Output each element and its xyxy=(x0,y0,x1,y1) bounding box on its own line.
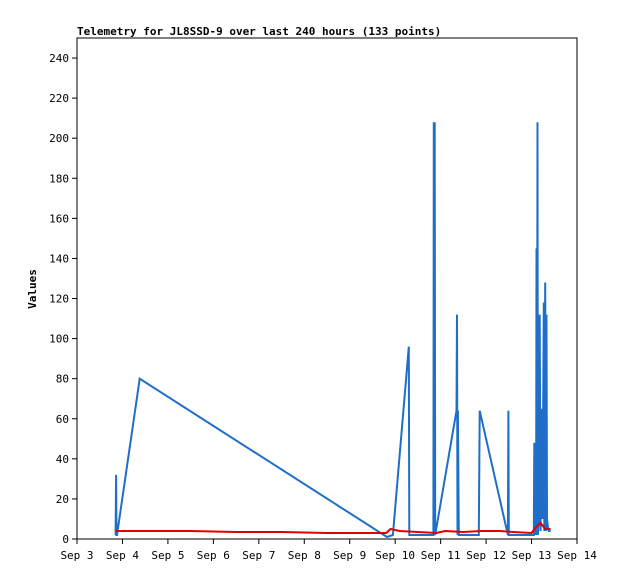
chart-title: Telemetry for JL8SSD-9 over last 240 hou… xyxy=(77,25,441,38)
plot-area xyxy=(76,37,578,540)
x-axis: Sep 3 Sep 4 Sep 5 Sep 6 Sep 7 Sep 8 Sep 9 Sep 1… xyxy=(60,539,597,562)
y-tick-label: 140 xyxy=(49,252,69,265)
series-line-2 xyxy=(115,521,551,535)
series-layer xyxy=(114,122,551,540)
x-tick-label: Sep 9 xyxy=(333,549,366,562)
x-tick-label: Sep 4 xyxy=(106,549,139,562)
x-tick-label: Sep 5 xyxy=(151,549,184,562)
series-line-1 xyxy=(114,122,551,539)
y-tick-label: 120 xyxy=(49,293,69,306)
y-tick-label: 180 xyxy=(49,172,69,185)
y-tick-label: 60 xyxy=(56,413,69,426)
y-tick-label: 0 xyxy=(62,533,69,546)
x-tick-label: Sep 8 xyxy=(288,549,321,562)
x-tick-label: Sep 10 xyxy=(375,549,415,562)
y-tick-label: 240 xyxy=(49,52,69,65)
y-tick-label: 80 xyxy=(56,373,69,386)
x-tick-label: Sep 7 xyxy=(242,549,275,562)
y-axis: 0 20 40 60 80 100 120 140 160 180 200 220 240 xyxy=(49,52,77,546)
y-tick-label: 160 xyxy=(49,212,69,225)
x-tick-label: Sep 6 xyxy=(197,549,230,562)
y-axis-label: Values xyxy=(26,269,39,309)
y-tick-label: 100 xyxy=(49,333,69,346)
y-tick-label: 200 xyxy=(49,132,69,145)
x-tick-label: Sep 12 xyxy=(466,549,506,562)
y-tick-label: 220 xyxy=(49,92,69,105)
x-tick-label: Sep 13 xyxy=(512,549,552,562)
y-tick-label: 40 xyxy=(56,453,69,466)
x-tick-label: Sep 11 xyxy=(421,549,461,562)
x-tick-label: Sep 14 xyxy=(557,549,597,562)
y-tick-label: 20 xyxy=(56,493,69,506)
x-tick-label: Sep 3 xyxy=(60,549,93,562)
